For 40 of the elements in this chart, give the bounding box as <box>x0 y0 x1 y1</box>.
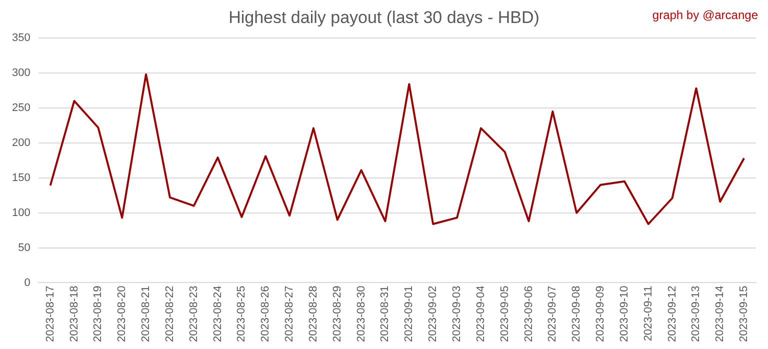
x-tick-label: 2023-08-19 <box>92 286 104 342</box>
x-tick-label: 2023-09-08 <box>570 286 583 342</box>
x-tick-label: 2023-08-28 <box>307 286 320 342</box>
x-tick-label: 2023-09-10 <box>618 286 630 342</box>
y-tick-label: 300 <box>12 66 30 79</box>
x-tick-label: 2023-08-31 <box>379 286 392 342</box>
x-tick-label: 2023-08-23 <box>188 286 200 342</box>
x-tick-label: 2023-08-21 <box>140 286 152 342</box>
x-tick-label: 2023-08-27 <box>284 286 296 342</box>
x-tick-label: 2023-08-26 <box>260 286 272 342</box>
x-tick-label: 2023-09-13 <box>690 286 702 342</box>
chart-title: Highest daily payout (last 30 days - HBD) <box>228 8 540 27</box>
x-tick-label: 2023-09-06 <box>522 286 535 342</box>
x-tick-label: 2023-09-05 <box>498 286 511 342</box>
x-tick-label: 2023-08-29 <box>331 286 344 342</box>
x-tick-label: 2023-08-24 <box>212 286 224 342</box>
x-tick-label: 2023-09-15 <box>738 286 750 342</box>
x-tick-label: 2023-09-11 <box>642 286 654 342</box>
y-tick-label: 200 <box>12 136 30 149</box>
y-tick-label: 150 <box>12 172 30 184</box>
x-tick-label: 2023-09-14 <box>714 286 726 342</box>
text: graph by @arcange <box>652 8 758 22</box>
x-tick-label: 2023-09-09 <box>594 286 607 342</box>
x-tick-label: 2023-08-30 <box>355 286 368 342</box>
y-tick-label: 50 <box>18 242 30 254</box>
y-tick-label: 350 <box>12 32 30 44</box>
x-tick-label: 2023-08-18 <box>68 286 80 342</box>
x-tick-label: 2023-08-25 <box>236 286 248 342</box>
x-tick-label: 2023-09-12 <box>666 286 678 342</box>
x-tick-label: 2023-08-17 <box>44 286 56 342</box>
y-tick-label: 100 <box>12 206 30 219</box>
x-tick-label: 2023-09-03 <box>451 286 464 342</box>
y-tick-label: 250 <box>12 102 30 114</box>
x-tick-label: 2023-09-07 <box>546 286 559 342</box>
x-tick-label: 2023-08-20 <box>116 286 128 342</box>
x-tick-label: 2023-09-04 <box>474 286 487 342</box>
x-tick-label: 2023-08-22 <box>164 286 176 342</box>
x-tick-label: 2023-09-02 <box>427 286 440 342</box>
y-tick-label: 0 <box>24 276 30 289</box>
x-tick-label: 2023-09-01 <box>403 286 416 342</box>
